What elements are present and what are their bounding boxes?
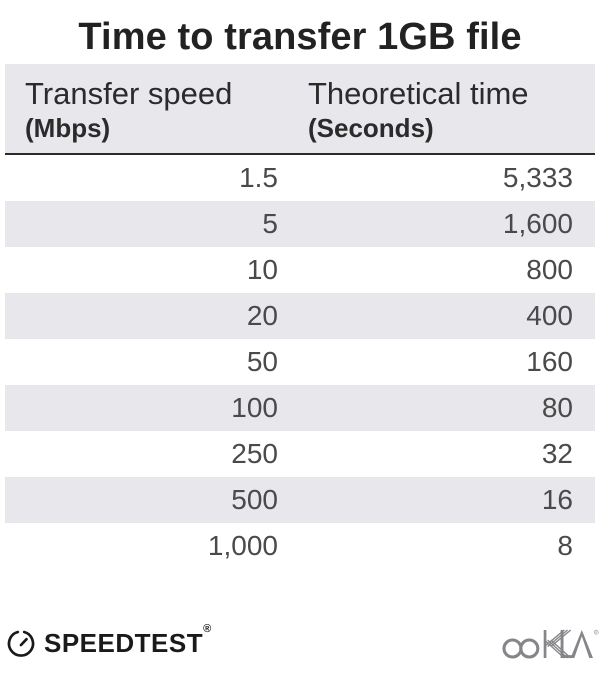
svg-text:R: R <box>595 630 597 634</box>
